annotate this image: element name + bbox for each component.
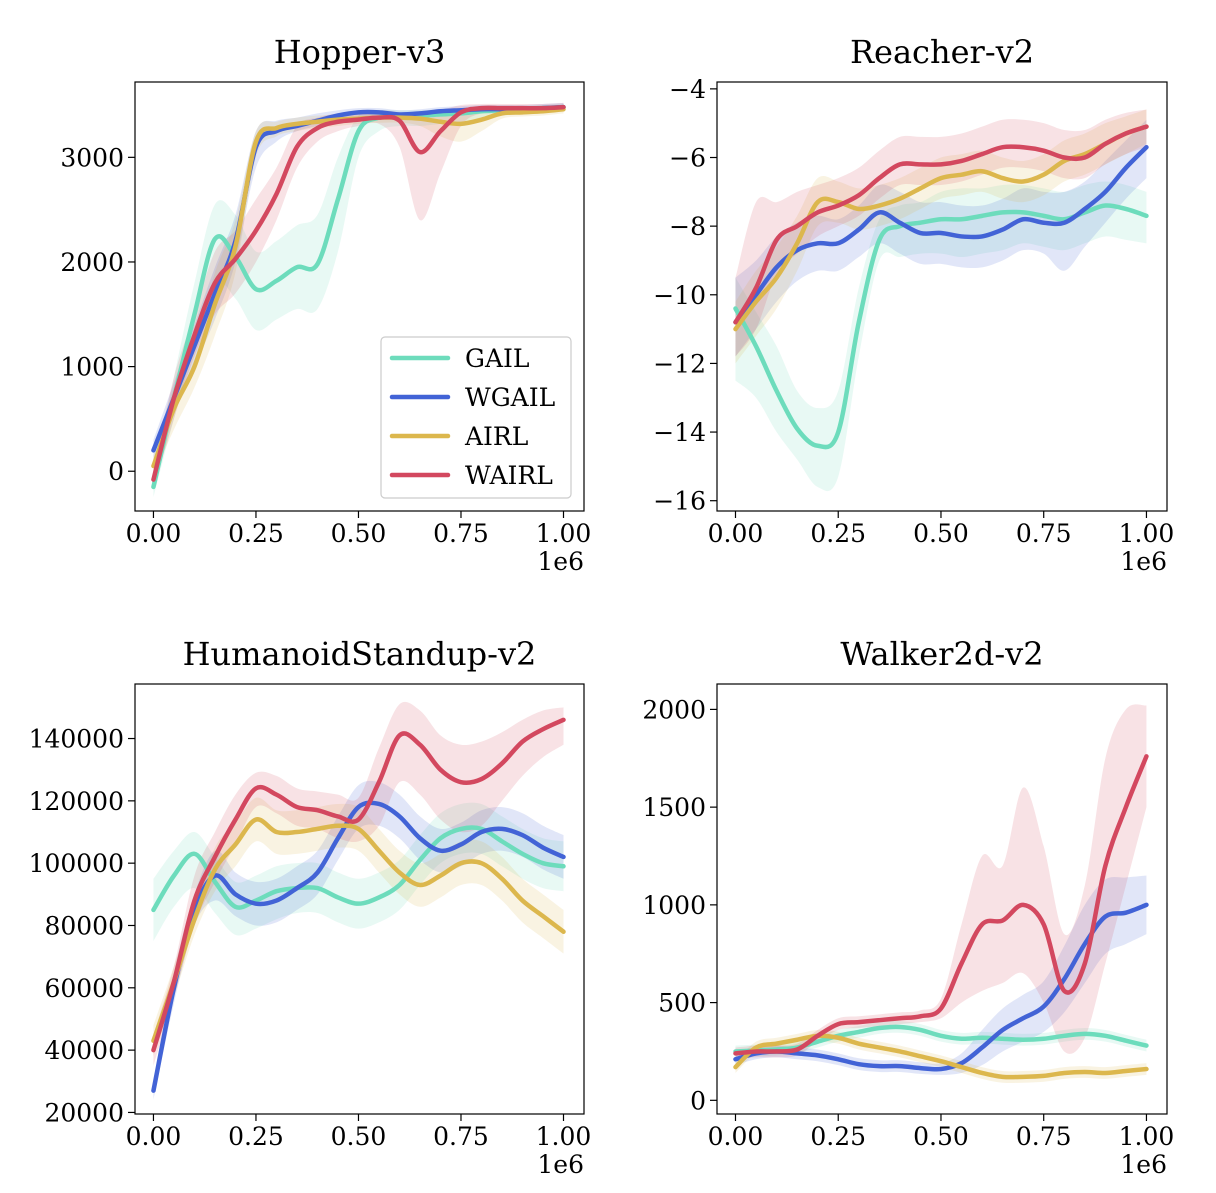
x-tick-label: 1.00 [536, 1122, 592, 1151]
series-line-wgail [733, 902, 1149, 1072]
x-tick-label: 1.00 [536, 519, 592, 548]
series-line-airl [151, 817, 566, 1044]
plot-area [733, 704, 1149, 1084]
y-tick-label: 0 [108, 457, 124, 486]
x-tick-label: 1.00 [1119, 1122, 1175, 1151]
band-gail [153, 802, 564, 942]
band-wgail [153, 780, 564, 1100]
y-tick-label: 140000 [29, 725, 124, 754]
plot-area [151, 102, 566, 498]
x-tick-label: 0.50 [331, 519, 387, 548]
y-tick-label: −4 [669, 75, 706, 104]
y-tick-label: 0 [690, 1086, 706, 1115]
legend-label-wairl: WAIRL [465, 461, 553, 490]
plot-frame [134, 81, 585, 512]
y-tick-label: −16 [653, 487, 706, 516]
x-offset-label: 1e6 [537, 1150, 584, 1179]
x-offset-label: 1e6 [1120, 547, 1167, 576]
band-wgail [735, 119, 1147, 357]
x-tick-label: 0.25 [810, 519, 866, 548]
legend-label-wgail: WGAIL [465, 383, 555, 412]
legend: GAIL WGAIL AIRL WAIRL [380, 336, 572, 499]
plot-frame [716, 683, 1168, 1115]
x-tick-label: 0.25 [228, 519, 284, 548]
y-tick-label: 3000 [60, 143, 124, 172]
band-wairl [153, 701, 564, 1066]
series-line-wgail [733, 144, 1149, 325]
x-tick-label: 0.25 [228, 1122, 284, 1151]
x-tick-label: 0.00 [126, 1122, 182, 1151]
y-tick-label: 1000 [60, 353, 124, 382]
plot-frame [134, 683, 585, 1115]
series-line-wairl [151, 717, 566, 1053]
x-tick-label: 0.75 [433, 519, 489, 548]
x-offset-label: 1e6 [537, 547, 584, 576]
series-line-gail [151, 825, 566, 913]
band-wgail [735, 875, 1147, 1075]
x-tick-label: 0.25 [810, 1122, 866, 1151]
chart-title: Reacher-v2 [850, 33, 1034, 71]
series-line-wairl [151, 104, 566, 482]
x-tick-label: 0.50 [331, 1122, 387, 1151]
band-gail [735, 1021, 1147, 1058]
plot-area [151, 701, 566, 1100]
y-tick-label: −14 [653, 418, 706, 447]
x-tick-label: 0.75 [1016, 1122, 1072, 1151]
y-tick-label: 1500 [642, 793, 706, 822]
chart-title: Walker2d-v2 [840, 635, 1043, 673]
band-gail [735, 181, 1147, 492]
series-line-wairl [733, 124, 1149, 325]
y-tick-label: −6 [669, 144, 706, 173]
y-tick-label: 40000 [44, 1036, 124, 1065]
y-tick-label: −10 [653, 281, 706, 310]
y-tick-label: 60000 [44, 974, 124, 1003]
plot-area [733, 109, 1149, 492]
band-wairl [153, 102, 564, 491]
y-tick-label: 100000 [29, 849, 124, 878]
y-tick-label: 20000 [44, 1098, 124, 1127]
series-line-airl [733, 124, 1149, 332]
y-tick-label: 500 [658, 989, 706, 1018]
series-line-wgail [151, 800, 566, 1093]
y-tick-label: 2000 [642, 695, 706, 724]
x-tick-label: 0.75 [1016, 519, 1072, 548]
y-tick-label: −12 [653, 349, 706, 378]
y-tick-label: 80000 [44, 911, 124, 940]
series-line-wairl [733, 754, 1149, 1056]
y-tick-label: 120000 [29, 787, 124, 816]
x-tick-label: 0.00 [708, 519, 764, 548]
legend-box [380, 336, 572, 499]
band-airl [735, 1029, 1147, 1084]
y-tick-label: −8 [669, 212, 706, 241]
x-tick-label: 0.50 [913, 519, 969, 548]
series-line-airl [733, 1033, 1149, 1080]
legend-label-airl: AIRL [464, 422, 528, 451]
plot-frame [716, 81, 1168, 512]
legend-label-gail: GAIL [465, 344, 530, 373]
x-tick-label: 0.75 [433, 1122, 489, 1151]
chart-title: HumanoidStandup-v2 [183, 635, 537, 673]
y-tick-label: 1000 [642, 891, 706, 920]
x-tick-label: 1.00 [1119, 519, 1175, 548]
x-offset-label: 1e6 [1120, 1150, 1167, 1179]
x-tick-label: 0.50 [913, 1122, 969, 1151]
x-tick-label: 0.00 [126, 519, 182, 548]
y-tick-label: 2000 [60, 248, 124, 277]
chart-title: Hopper-v3 [274, 33, 446, 71]
x-tick-label: 0.00 [708, 1122, 764, 1151]
band-wairl [735, 704, 1147, 1060]
band-wairl [735, 109, 1147, 357]
